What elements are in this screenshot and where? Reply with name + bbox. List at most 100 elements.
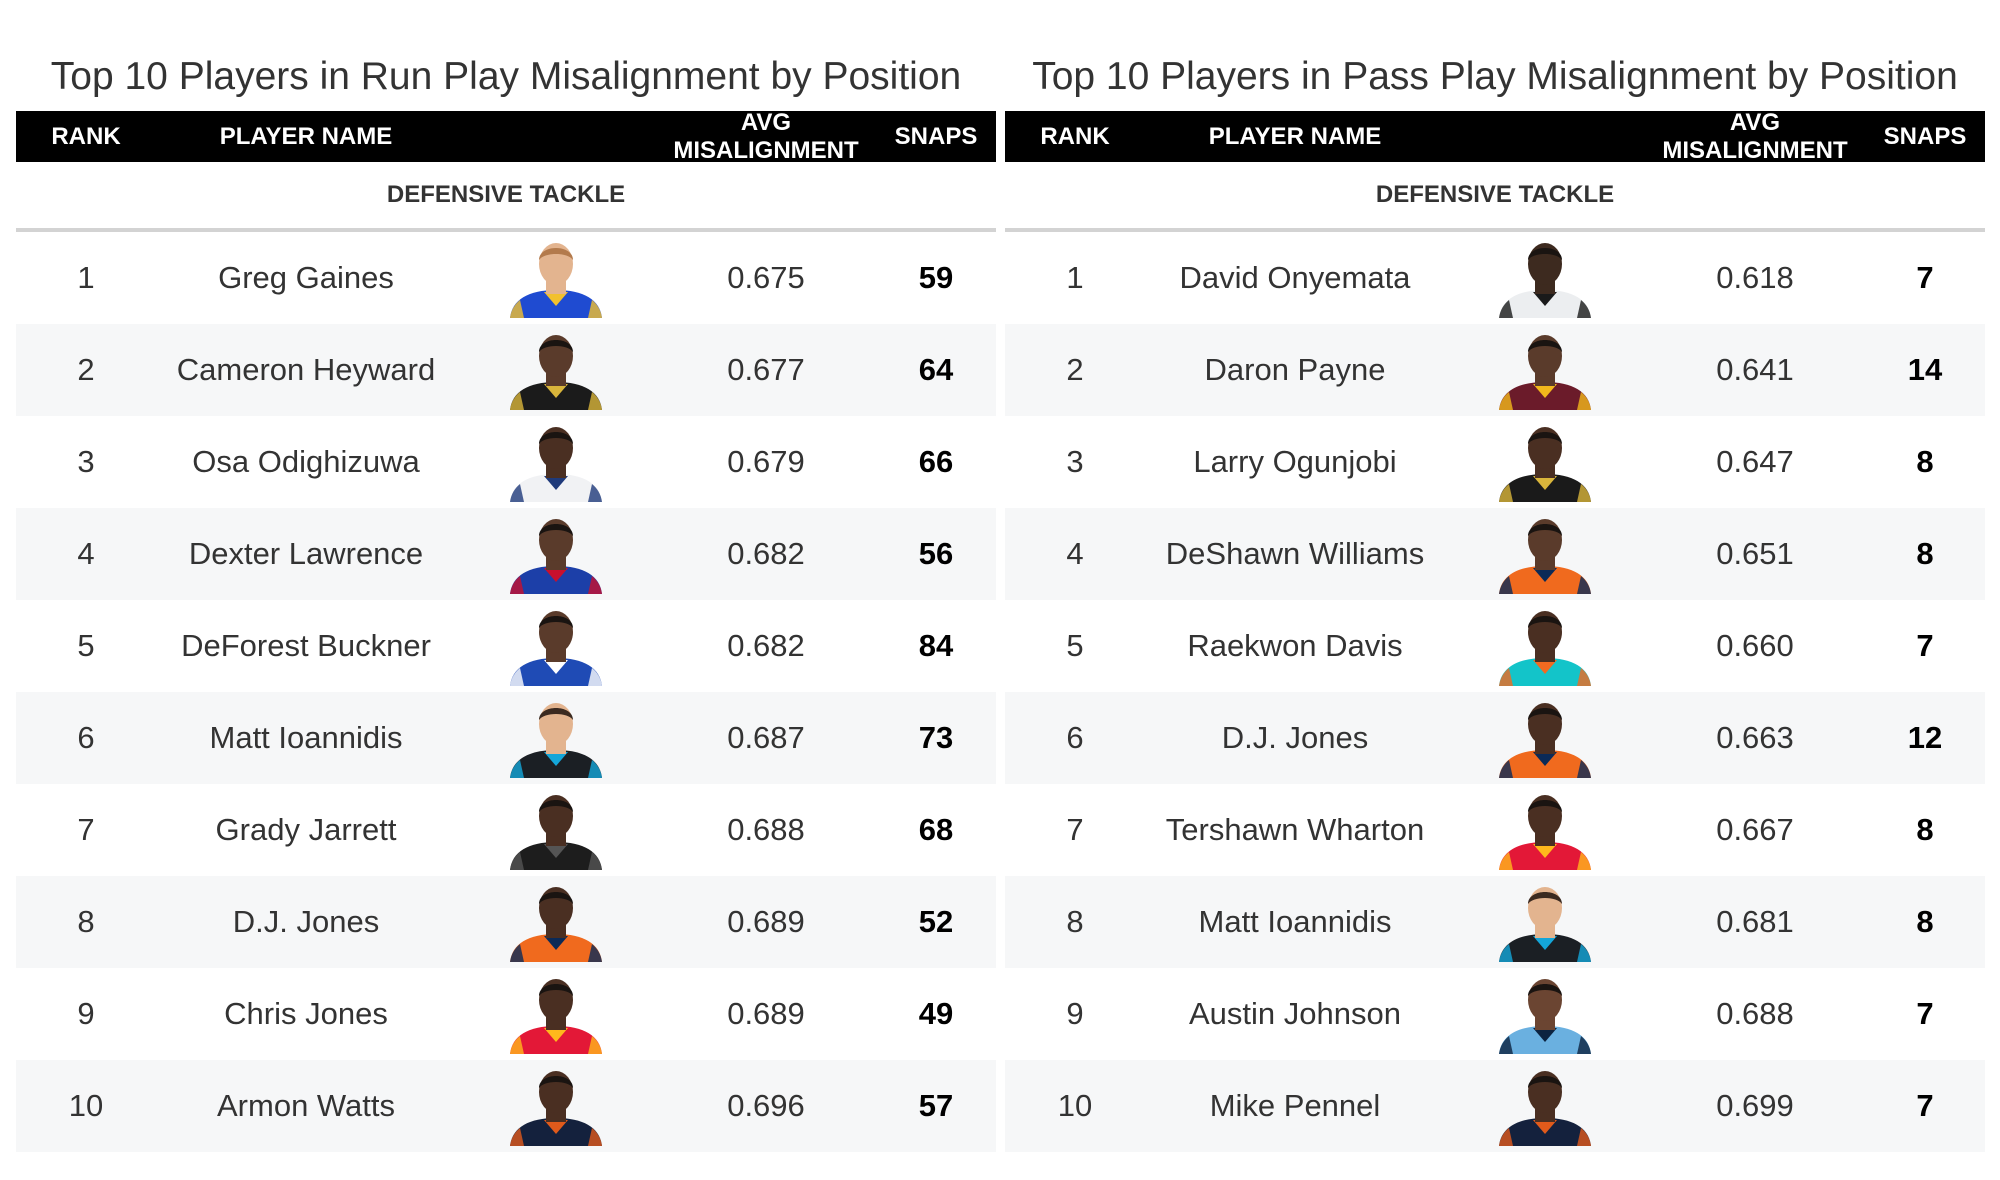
jersey-sleeve-right bbox=[588, 760, 602, 778]
avg-misalignment-cell: 0.688 bbox=[1716, 996, 1794, 1031]
hair-shape bbox=[1528, 340, 1562, 352]
player-headshot-icon bbox=[1499, 887, 1591, 962]
jersey-sleeve-right bbox=[588, 1036, 602, 1054]
jersey-collar-shape bbox=[544, 844, 568, 858]
player-headshot-cell bbox=[456, 1060, 656, 1152]
avg-misalignment-cell: 0.651 bbox=[1716, 536, 1794, 571]
snaps-cell: 8 bbox=[1916, 536, 1934, 571]
player-headshot-icon bbox=[510, 979, 602, 1054]
player-name-cell: D.J. Jones bbox=[232, 904, 380, 939]
avg-misalignment-cell: 0.647 bbox=[1716, 444, 1794, 479]
player-headshot-cell bbox=[456, 416, 656, 508]
player-headshot-cell bbox=[1445, 876, 1645, 968]
rank-cell: 6 bbox=[77, 720, 95, 755]
rank-cell: 3 bbox=[1066, 444, 1084, 479]
jersey-sleeve-left bbox=[1499, 392, 1513, 410]
jersey-sleeve-right bbox=[1577, 852, 1591, 870]
jersey-sleeve-right bbox=[588, 944, 602, 962]
player-headshot-icon bbox=[510, 795, 602, 870]
snaps-cell: 66 bbox=[918, 444, 954, 479]
snaps-cell: 68 bbox=[918, 812, 954, 847]
jersey-sleeve-left bbox=[1499, 576, 1513, 594]
table-row: 5 Raekwon Davis 0.660 7 bbox=[1005, 600, 1985, 692]
table-row: 5 DeForest Buckner 0.682 84 bbox=[16, 600, 996, 692]
jersey-sleeve-right bbox=[1577, 668, 1591, 686]
hair-shape bbox=[539, 800, 573, 812]
snaps-cell: 57 bbox=[918, 1088, 954, 1123]
rank-cell: 4 bbox=[77, 536, 95, 571]
player-headshot-cell bbox=[1445, 416, 1645, 508]
headshot-column-spacer bbox=[1445, 111, 1645, 162]
player-headshot-icon bbox=[510, 335, 602, 410]
table-header-row: RANK PLAYER NAME AVG MISALIGNMENT SNAPS bbox=[16, 109, 996, 164]
player-headshot-icon bbox=[1499, 1071, 1591, 1146]
jersey-sleeve-right bbox=[1577, 760, 1591, 778]
player-name-cell: David Onyemata bbox=[1179, 260, 1411, 295]
jersey-sleeve-left bbox=[1499, 852, 1513, 870]
player-name-cell: Chris Jones bbox=[224, 996, 388, 1031]
avg-misalignment-cell: 0.689 bbox=[727, 996, 805, 1031]
rank-cell: 7 bbox=[77, 812, 95, 847]
snaps-cell: 8 bbox=[1916, 904, 1934, 939]
player-name-column-header: PLAYER NAME bbox=[1208, 122, 1382, 150]
hair-shape bbox=[1528, 524, 1562, 536]
player-name-column-header: PLAYER NAME bbox=[219, 122, 393, 150]
player-headshot-cell bbox=[1445, 968, 1645, 1060]
player-headshot-cell bbox=[456, 600, 656, 692]
player-headshot-cell bbox=[456, 876, 656, 968]
jersey-sleeve-left bbox=[510, 1128, 524, 1146]
headshot-column-spacer bbox=[456, 111, 656, 162]
table-title: Top 10 Players in Run Play Misalignment … bbox=[50, 55, 962, 98]
table-row: 3 Larry Ogunjobi 0.647 8 bbox=[1005, 416, 1985, 508]
player-headshot-icon bbox=[510, 887, 602, 962]
hair-shape bbox=[1528, 616, 1562, 628]
jersey-collar-shape bbox=[544, 384, 568, 398]
hair-shape bbox=[539, 248, 573, 260]
snaps-cell: 8 bbox=[1916, 444, 1934, 479]
hair-shape bbox=[1528, 432, 1562, 444]
table-row: 6 D.J. Jones 0.663 12 bbox=[1005, 692, 1985, 784]
jersey-collar-shape bbox=[1533, 476, 1557, 490]
avg-misalignment-cell: 0.682 bbox=[727, 536, 805, 571]
player-name-cell: Osa Odighizuwa bbox=[192, 444, 420, 479]
player-headshot-icon bbox=[1499, 335, 1591, 410]
avg-misalignment-cell: 0.679 bbox=[727, 444, 805, 479]
jersey-sleeve-left bbox=[1499, 300, 1513, 318]
player-headshot-cell bbox=[456, 784, 656, 876]
hair-shape bbox=[1528, 984, 1562, 996]
rank-cell: 2 bbox=[77, 352, 95, 387]
player-name-cell: DeForest Buckner bbox=[181, 628, 431, 663]
jersey-sleeve-left bbox=[1499, 484, 1513, 502]
jersey-sleeve-left bbox=[510, 760, 524, 778]
player-headshot-icon bbox=[510, 427, 602, 502]
player-headshot-cell bbox=[456, 692, 656, 784]
player-name-cell: Greg Gaines bbox=[218, 260, 394, 295]
jersey-collar-shape bbox=[1533, 292, 1557, 306]
player-headshot-icon bbox=[1499, 795, 1591, 870]
jersey-collar-shape bbox=[1533, 1120, 1557, 1134]
snaps-cell: 64 bbox=[918, 352, 954, 387]
run-table-panel: Top 10 Players in Run Play Misalignment … bbox=[16, 0, 996, 1152]
jersey-sleeve-right bbox=[588, 1128, 602, 1146]
avg-misalignment-cell: 0.687 bbox=[727, 720, 805, 755]
jersey-collar-shape bbox=[1533, 1028, 1557, 1042]
player-name-cell: Daron Payne bbox=[1204, 352, 1386, 387]
player-headshot-icon bbox=[1499, 243, 1591, 318]
hair-shape bbox=[1528, 248, 1562, 260]
avg-misalignment-cell: 0.681 bbox=[1716, 904, 1794, 939]
jersey-sleeve-left bbox=[510, 300, 524, 318]
jersey-sleeve-left bbox=[510, 944, 524, 962]
avg-misalignment-cell: 0.675 bbox=[727, 260, 805, 295]
player-headshot-cell bbox=[456, 324, 656, 416]
snaps-cell: 7 bbox=[1916, 628, 1934, 663]
jersey-sleeve-left bbox=[1499, 668, 1513, 686]
snaps-cell: 12 bbox=[1907, 720, 1943, 755]
jersey-sleeve-left bbox=[510, 576, 524, 594]
snaps-column-header: SNAPS bbox=[894, 122, 978, 150]
rank-cell: 10 bbox=[68, 1088, 104, 1123]
rank-cell: 5 bbox=[1066, 628, 1084, 663]
rank-cell: 2 bbox=[1066, 352, 1084, 387]
avg-misalignment-cell: 0.682 bbox=[727, 628, 805, 663]
table-row: 1 Greg Gaines 0.675 59 bbox=[16, 232, 996, 324]
table-row: 1 David Onyemata 0.618 7 bbox=[1005, 232, 1985, 324]
